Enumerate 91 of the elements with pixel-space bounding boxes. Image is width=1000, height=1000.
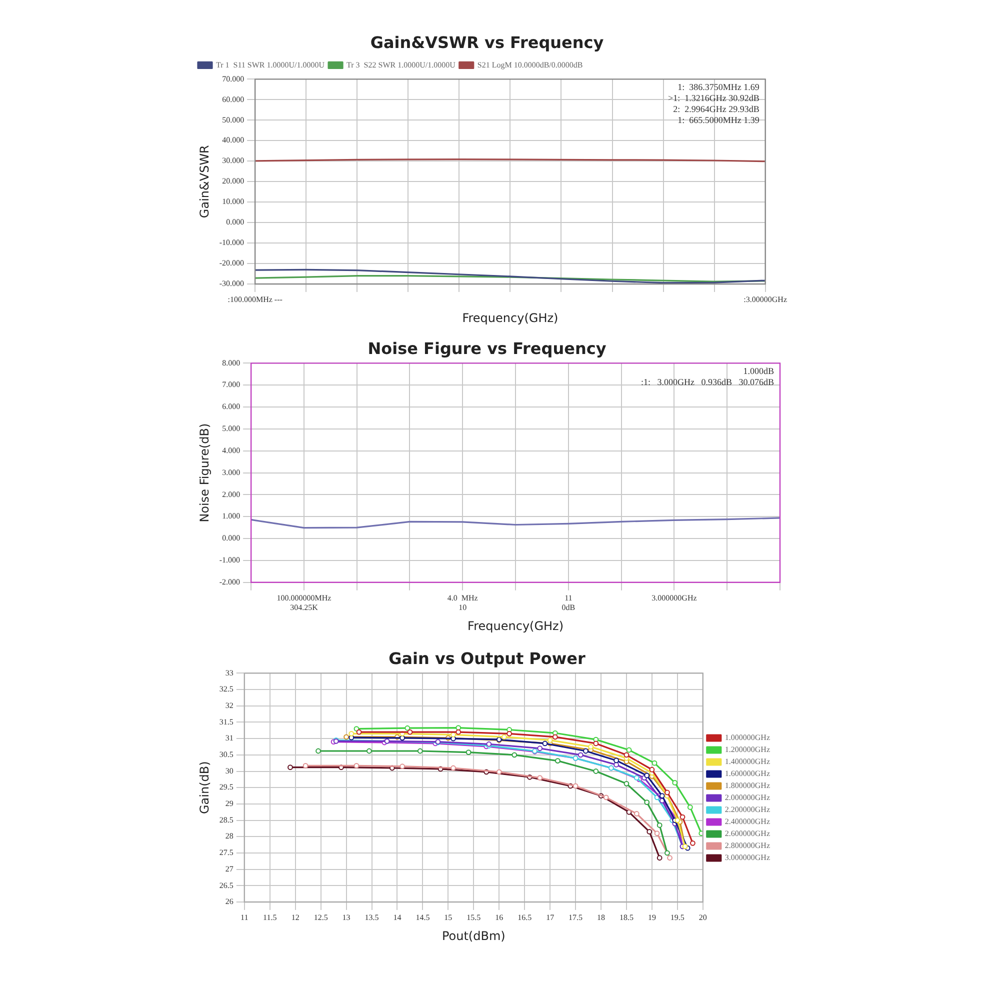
x-tick-label: 18.5 bbox=[619, 912, 634, 922]
x-tick-label: 16 bbox=[495, 912, 504, 922]
x-tick-label: 17.5 bbox=[568, 912, 583, 922]
x-tick-label: :3.00000GHz bbox=[744, 294, 788, 304]
chart-title: Gain vs Output Power bbox=[388, 648, 586, 668]
legend-label: 2.800000GHz bbox=[724, 841, 770, 850]
y-tick-label: 0.000 bbox=[226, 218, 244, 227]
legend-label: 1.600000GHz bbox=[724, 769, 770, 778]
y-tick-label: 4.000 bbox=[222, 446, 240, 455]
legend-label: 1.800000GHz bbox=[724, 781, 770, 790]
y-tick-label: 30.5 bbox=[219, 750, 234, 760]
y-tick-label: 2.000 bbox=[222, 490, 240, 499]
y-tick-label: 27 bbox=[225, 864, 234, 874]
legend-label: Tr 3 S22 SWR 1.0000U/1.0000U bbox=[346, 60, 456, 70]
y-tick-label: 70.000 bbox=[222, 74, 244, 84]
annotation: >1: 1.3216GHz 30.92dB bbox=[668, 93, 760, 104]
y-tick-label: 31.5 bbox=[219, 717, 234, 726]
legend-label: 2.200000GHz bbox=[724, 805, 770, 814]
annotation: 1: 386.3750MHz 1.69 bbox=[678, 82, 760, 92]
y-tick-label: 0.000 bbox=[222, 534, 240, 543]
y-tick-label: 29.5 bbox=[219, 782, 234, 792]
y-tick-label: 28.5 bbox=[219, 815, 234, 824]
y-tick-label: 31 bbox=[225, 734, 234, 743]
legend-label: 1.000000GHz bbox=[724, 733, 770, 742]
x-tick-label: 18 bbox=[597, 912, 606, 922]
y-tick-label: -10.000 bbox=[219, 238, 244, 248]
annotation: 2: 2.9964GHz 29.93dB bbox=[673, 104, 760, 114]
y-tick-label: 29 bbox=[225, 799, 234, 808]
x-tick-label: 12.5 bbox=[314, 912, 328, 922]
y-axis-title: Gain&VSWR bbox=[197, 145, 212, 218]
x-tick-label: 15.5 bbox=[466, 912, 481, 922]
y-tick-label: 26.5 bbox=[219, 880, 234, 890]
x-axis-title: Frequency(GHz) bbox=[462, 310, 558, 325]
x-tick-label: 16.5 bbox=[518, 912, 532, 922]
y-tick-label: 27.5 bbox=[219, 848, 234, 858]
annotation: 1: 665.5000MHz 1.39 bbox=[678, 115, 760, 126]
x-tick-label: :100.000MHz --- bbox=[228, 294, 283, 304]
x-tick-label: 11.5 bbox=[263, 912, 277, 922]
legend-label: 3.000000GHz bbox=[724, 853, 770, 862]
annotation: :1: 3.000GHz 0.936dB 30.076dB bbox=[640, 377, 774, 388]
y-tick-label: 32.5 bbox=[219, 684, 234, 694]
x-tick-label: 11 0dB bbox=[562, 593, 576, 612]
y-tick-label: 7.000 bbox=[222, 380, 240, 390]
y-tick-label: 60.000 bbox=[222, 94, 244, 104]
legend-label: 2.600000GHz bbox=[724, 829, 770, 838]
y-tick-label: 8.000 bbox=[222, 358, 240, 368]
x-tick-label: 17 bbox=[546, 912, 554, 922]
y-tick-label: 3.000 bbox=[222, 468, 240, 477]
y-tick-label: 26 bbox=[225, 897, 234, 906]
x-tick-label: 15 bbox=[444, 912, 452, 922]
legend-label: 2.400000GHz bbox=[724, 817, 770, 826]
y-tick-label: 20.000 bbox=[222, 176, 244, 186]
y-tick-label: -30.000 bbox=[219, 279, 244, 288]
x-axis-title: Frequency(GHz) bbox=[468, 618, 564, 633]
legend-label: S21 LogM 10.0000dB/0.0000dB bbox=[477, 60, 583, 70]
x-tick-label: 20 bbox=[698, 912, 707, 922]
chart-title: Noise Figure vs Frequency bbox=[368, 338, 607, 358]
x-tick-label: 19 bbox=[648, 912, 656, 922]
y-axis-title: Noise Figure(dB) bbox=[197, 423, 212, 522]
y-tick-label: 28 bbox=[225, 832, 234, 841]
legend-label: Tr 1 S11 SWR 1.0000U/1.0000U bbox=[216, 60, 325, 70]
x-tick-label: 14 bbox=[393, 912, 402, 922]
y-tick-label: 5.000 bbox=[222, 424, 240, 434]
legend-label: 1.200000GHz bbox=[724, 745, 770, 754]
x-tick-label: 100.000000MHz 304.25K bbox=[276, 593, 332, 612]
y-tick-label: 10.000 bbox=[222, 197, 244, 206]
y-tick-label: -20.000 bbox=[219, 258, 244, 268]
y-tick-label: 33 bbox=[225, 668, 234, 678]
x-tick-label: 11 bbox=[240, 912, 248, 922]
x-tick-label: 13.5 bbox=[364, 912, 379, 922]
y-tick-label: 30.000 bbox=[222, 156, 244, 166]
y-axis-title: Gain(dB) bbox=[197, 761, 212, 814]
legend-label: 1.400000GHz bbox=[724, 757, 770, 766]
y-tick-label: 30 bbox=[225, 766, 234, 776]
y-tick-label: 1.000 bbox=[222, 512, 240, 521]
y-tick-label: 6.000 bbox=[222, 402, 240, 412]
x-tick-label: 14.5 bbox=[416, 912, 430, 922]
chart-title: Gain&VSWR vs Frequency bbox=[370, 32, 604, 52]
y-tick-label: -2.000 bbox=[219, 577, 240, 586]
y-tick-label: 32 bbox=[225, 700, 234, 710]
x-tick-label: 13 bbox=[342, 912, 350, 922]
x-tick-label: 19.5 bbox=[670, 912, 684, 922]
x-tick-label: 12 bbox=[291, 912, 300, 922]
legend-label: 2.000000GHz bbox=[724, 793, 770, 802]
x-tick-label: 4.0 MHz 10 bbox=[447, 593, 478, 612]
x-tick-label: 3.000000GHz bbox=[652, 593, 698, 602]
annotation: 1.000dB bbox=[743, 366, 774, 376]
y-tick-label: -1.000 bbox=[219, 556, 240, 565]
y-tick-label: 40.000 bbox=[222, 136, 244, 145]
y-tick-label: 50.000 bbox=[222, 115, 244, 124]
x-axis-title: Pout(dBm) bbox=[442, 928, 506, 943]
